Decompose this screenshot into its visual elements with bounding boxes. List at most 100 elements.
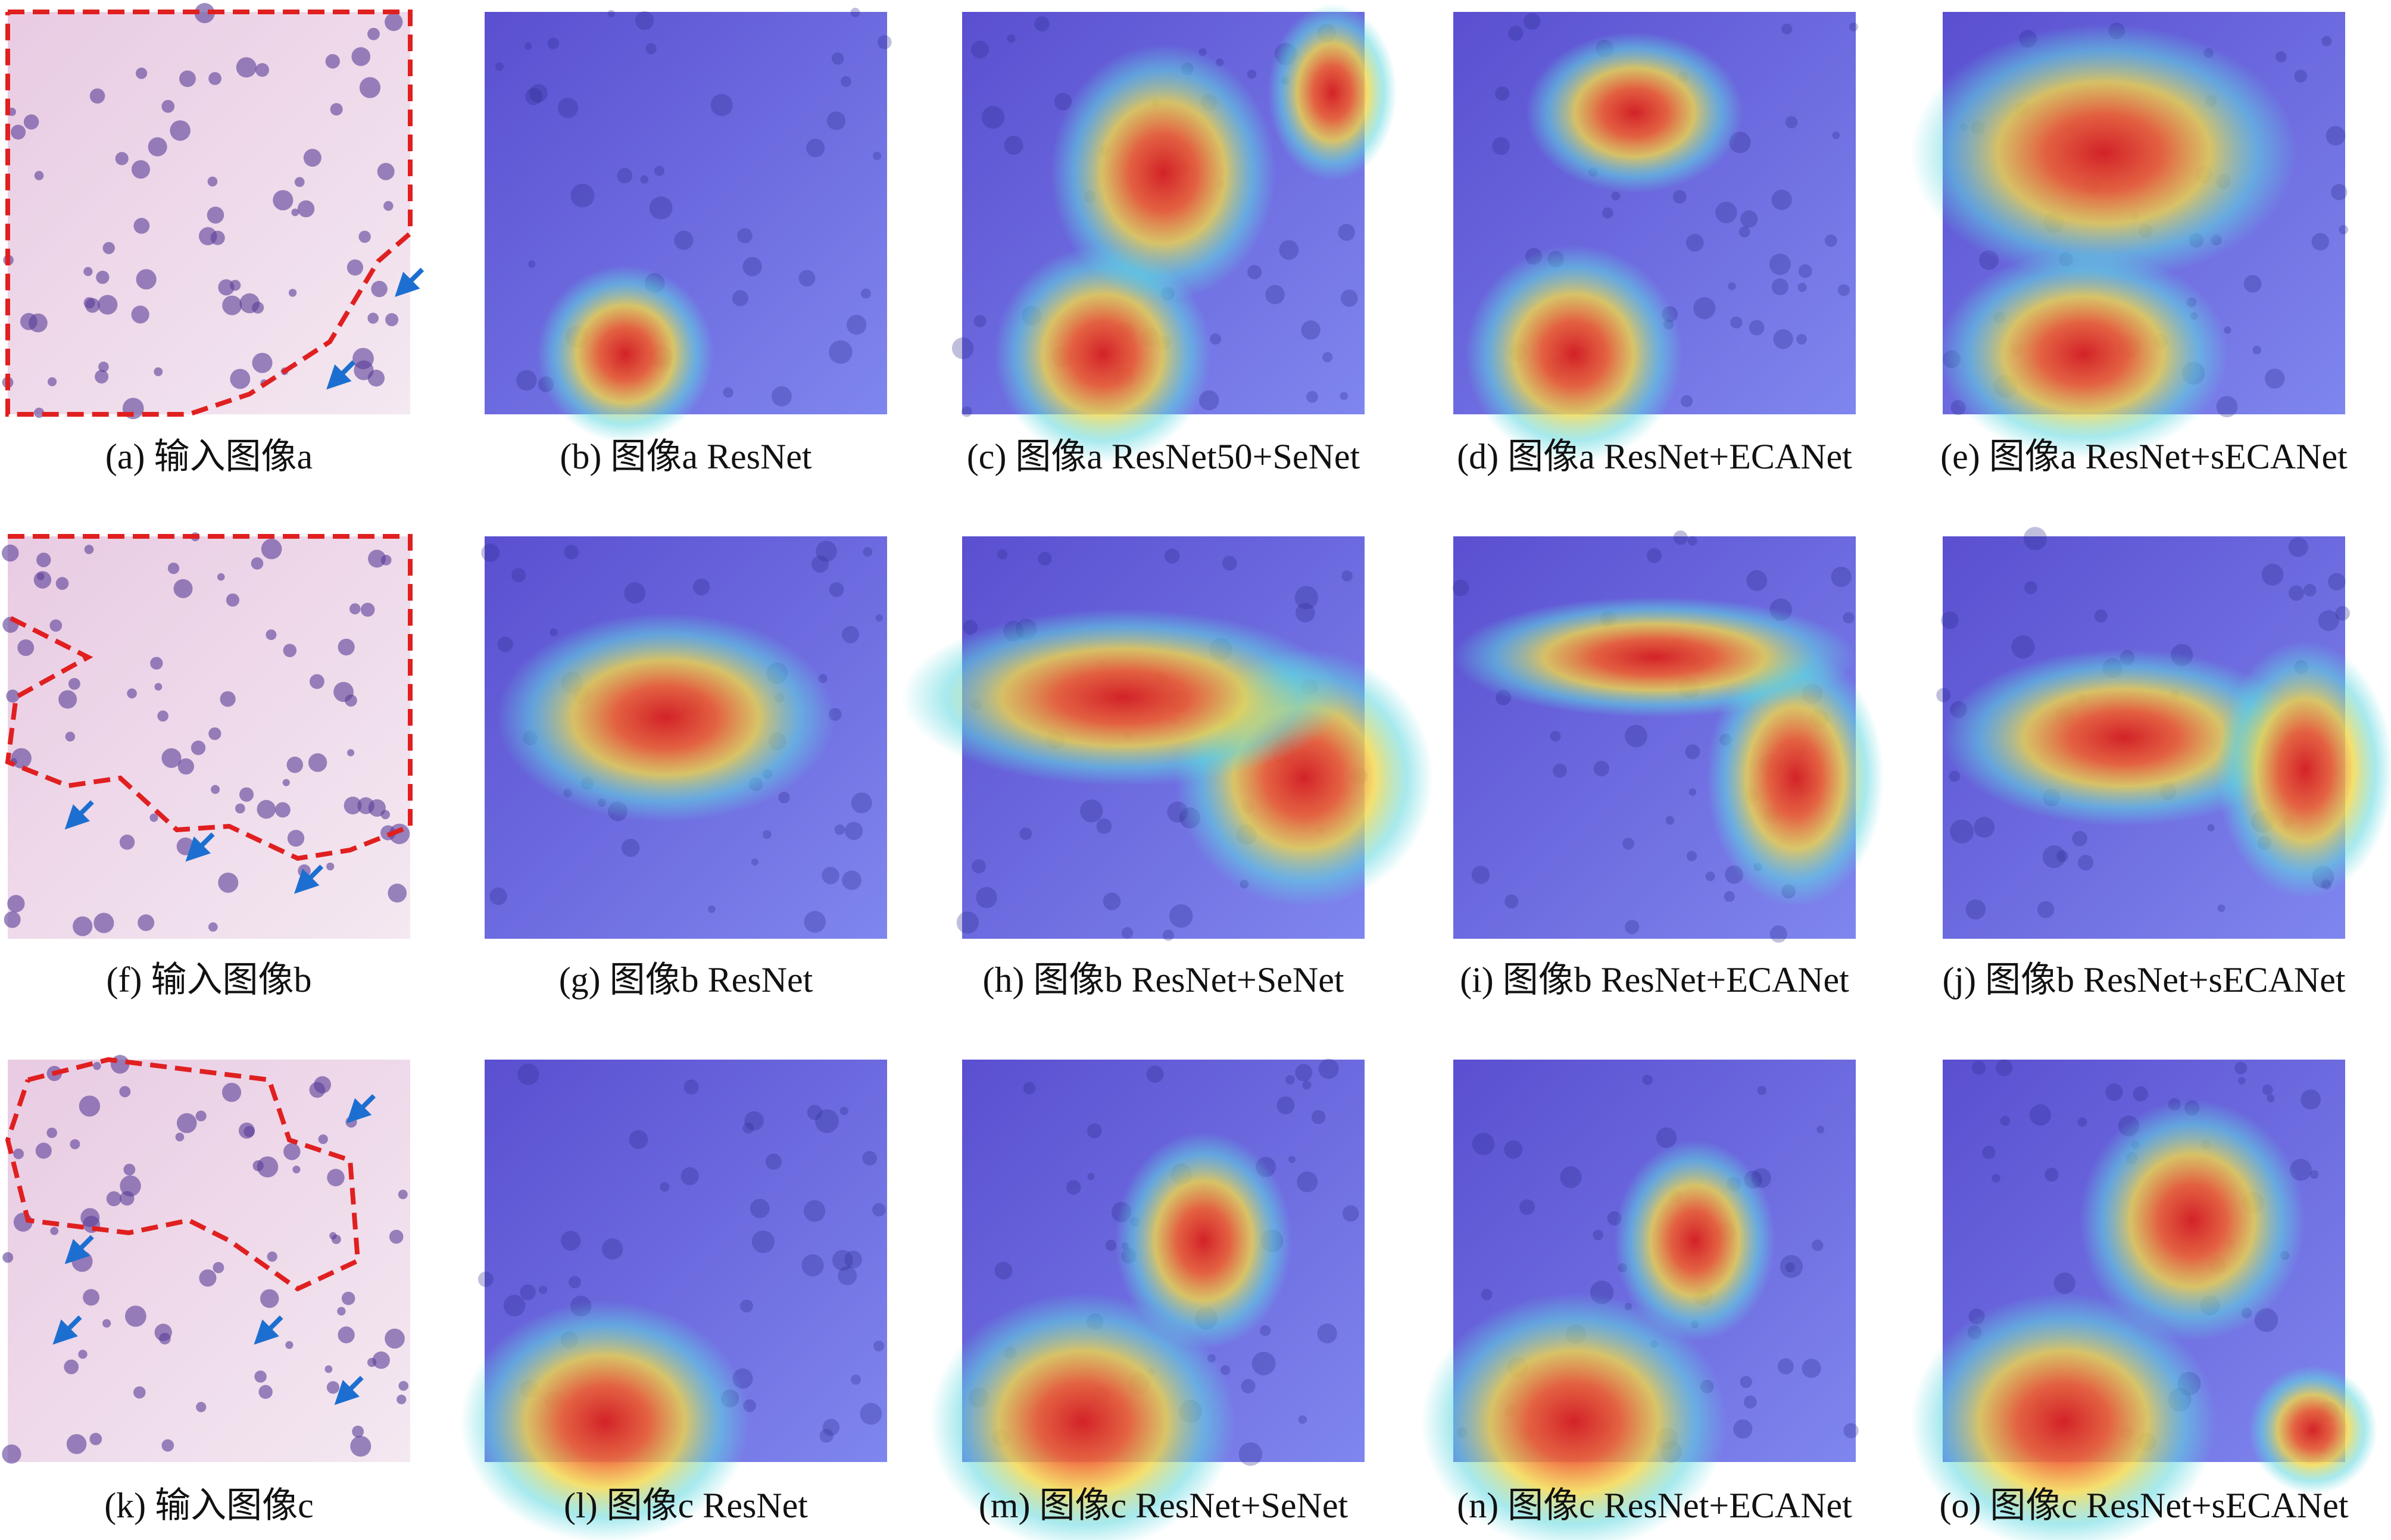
cell [1279,240,1299,260]
nucleus [177,758,195,775]
panel [1910,12,2349,459]
nucleus [257,799,276,819]
nucleus [274,802,291,818]
cell [2094,609,2108,623]
cell [1715,201,1737,224]
cell [1507,26,1524,41]
nucleus [210,230,225,245]
nucleus [119,835,135,850]
nucleus [383,201,394,211]
lesion-outline [5,534,413,861]
nucleus [207,176,218,187]
cell [842,626,859,644]
cell [846,314,867,335]
nucleus [385,13,403,32]
nucleus [23,114,39,130]
cell [645,43,657,55]
nucleus [309,674,324,689]
nucleus [6,689,20,703]
nucleus [93,1061,101,1070]
cell [873,151,882,160]
nucleus [173,579,193,598]
nucleus [119,1086,131,1098]
cell [1688,788,1697,796]
nucleus [148,137,167,157]
caption: (n) 图像c ResNet+ECANet [1457,1486,1852,1525]
cell [1004,135,1023,155]
nucleus [285,1341,294,1350]
cell [815,1109,839,1133]
cell [1298,1415,1307,1424]
cell [762,830,772,839]
nucleus [229,280,241,291]
cell [2309,1170,2319,1179]
nucleus [226,593,239,607]
nucleus [176,1113,197,1133]
cell [1843,1423,1859,1439]
nucleus [98,295,118,315]
cell [801,1254,824,1277]
activation [1453,596,1856,718]
cell [1265,285,1285,305]
nucleus [136,67,148,79]
cell [1656,1127,1677,1148]
nucleus [326,1381,340,1394]
activation [929,1293,1236,1540]
nucleus [170,120,191,141]
cell [1294,586,1319,610]
cell [1080,799,1103,823]
cell [2288,585,2304,601]
cell [1519,1199,1535,1215]
cell [1504,894,1519,908]
cell [2243,274,2262,293]
cell [1724,891,1735,902]
cell [1302,1080,1312,1090]
cell [1146,1066,1164,1083]
cell [1672,190,1687,204]
cell [617,168,633,184]
cell [1797,282,1807,292]
nucleus [347,259,364,276]
nucleus [273,190,294,211]
nucleus [338,1326,355,1344]
nucleus [49,619,63,632]
nucleus [325,54,340,69]
cell [976,886,997,908]
nucleus [283,644,297,657]
nucleus [337,1307,346,1316]
cell [778,792,790,804]
panel [1,532,413,939]
cell [827,111,846,130]
nucleus [96,270,110,285]
nucleus [385,313,399,327]
cell [840,76,851,87]
cell [872,1202,886,1217]
nucleus [257,1156,279,1177]
nucleus [338,638,355,656]
cell [1971,1060,1986,1075]
cell [477,1271,494,1287]
cell [811,555,829,573]
panel [485,8,892,443]
cell [2275,51,2287,63]
nucleus [106,1191,121,1207]
activation [1525,32,1743,193]
nucleus [220,691,236,707]
cell [1169,904,1193,928]
cell [742,1122,754,1134]
cell [842,870,861,891]
nucleus [352,1425,364,1438]
cell [624,582,646,604]
nucleus [367,27,380,40]
nucleus [35,1142,52,1159]
arrow [326,360,356,390]
cell [2301,1089,2321,1110]
cell [1550,730,1561,742]
cell [547,37,560,49]
cell [1837,284,1850,296]
nucleus [288,289,297,297]
lesion-outline [5,10,413,417]
cell [1295,1064,1313,1082]
cell [1771,189,1792,210]
cell [973,314,987,327]
